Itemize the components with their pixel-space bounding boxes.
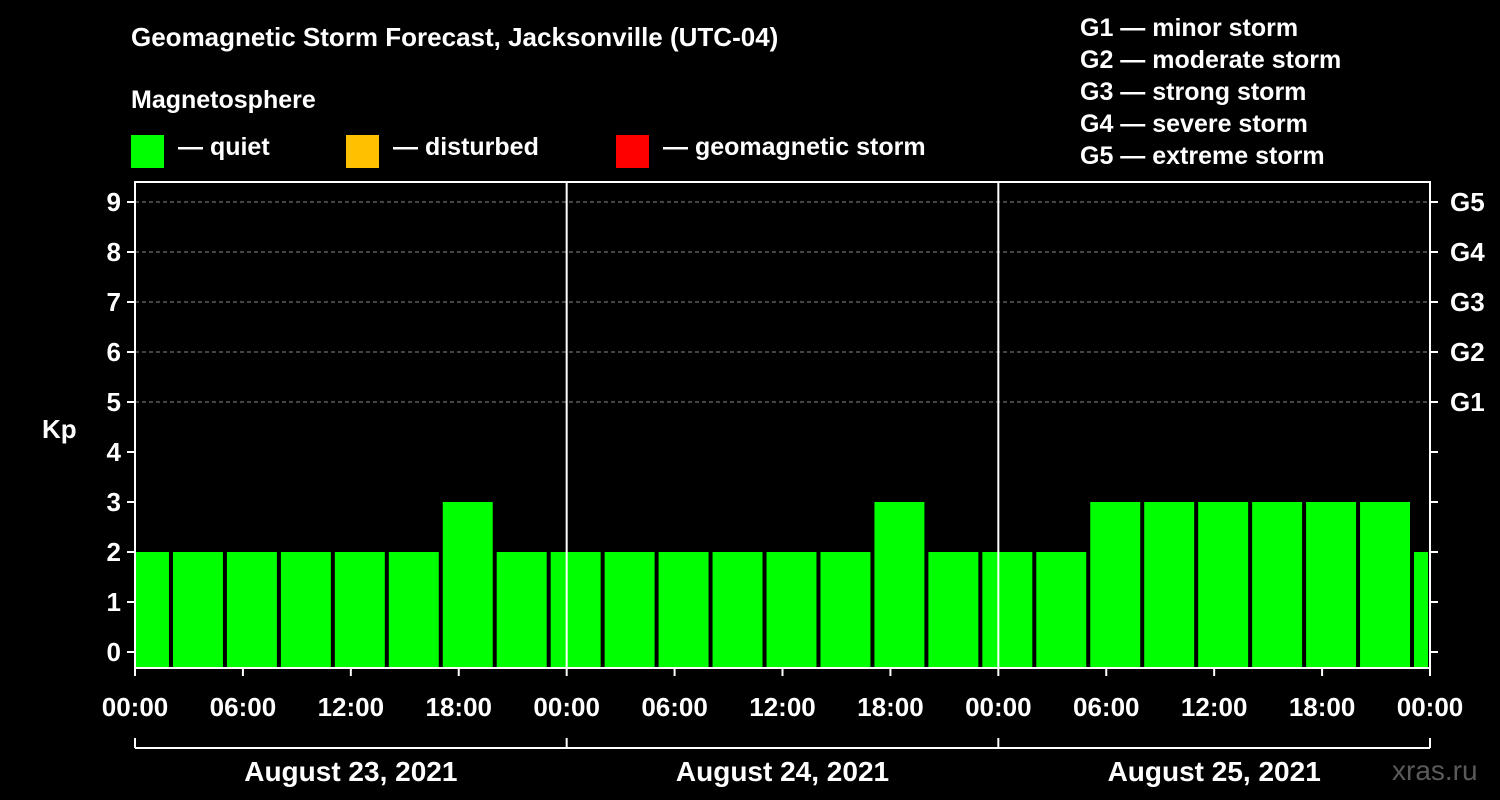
x-tick-label: 12:00 — [318, 692, 385, 722]
storm-level-g1: G1 — minor storm — [1080, 14, 1299, 42]
storm-level-g4: G4 — severe storm — [1080, 110, 1308, 138]
chart-title: Geomagnetic Storm Forecast, Jacksonville… — [131, 22, 779, 52]
legend-label-quiet: — quiet — [178, 133, 270, 161]
legend-swatch-disturbed — [346, 135, 379, 168]
kp-bar-3 — [280, 552, 331, 668]
kp-bar-2 — [226, 552, 277, 668]
watermark: xras.ru — [1392, 755, 1478, 786]
y-tick-label: 8 — [107, 237, 121, 267]
y-tick-label: 3 — [107, 487, 121, 517]
kp-bar-17 — [1036, 552, 1087, 668]
x-tick-label: 06:00 — [1073, 692, 1140, 722]
kp-bar-24 — [1414, 552, 1428, 668]
kp-bar-9 — [604, 552, 655, 668]
x-tick-label: 06:00 — [210, 692, 277, 722]
date-label: August 25, 2021 — [1108, 756, 1321, 787]
kp-bar-22 — [1306, 502, 1357, 668]
y-tick-label: 1 — [107, 587, 121, 617]
x-tick-label: 00:00 — [1397, 692, 1464, 722]
legend-swatch-storm — [616, 135, 649, 168]
kp-bar-23 — [1360, 502, 1411, 668]
magnetosphere-label: Magnetosphere — [131, 86, 316, 114]
y-tick-label: 4 — [107, 437, 122, 467]
kp-bar-1 — [172, 552, 223, 668]
x-tick-label: 18:00 — [857, 692, 924, 722]
kp-bar-16 — [982, 552, 1033, 668]
storm-level-g5: G5 — extreme storm — [1080, 142, 1325, 170]
y-axis-label: Kp — [42, 414, 77, 444]
legend-label-storm: — geomagnetic storm — [663, 133, 926, 161]
legend-label-disturbed: — disturbed — [393, 133, 539, 161]
storm-level-axis-label: G2 — [1450, 337, 1485, 367]
storm-level-axis-label: G3 — [1450, 287, 1485, 317]
y-tick-label: 5 — [107, 387, 121, 417]
storm-level-axis-label: G1 — [1450, 387, 1485, 417]
kp-bar-12 — [766, 552, 817, 668]
kp-bar-6 — [442, 502, 493, 668]
x-tick-label: 12:00 — [1181, 692, 1248, 722]
storm-level-g2: G2 — moderate storm — [1080, 46, 1342, 74]
x-tick-label: 00:00 — [102, 692, 169, 722]
kp-bar-0 — [135, 552, 169, 668]
kp-bar-15 — [928, 552, 979, 668]
kp-bar-19 — [1144, 502, 1195, 668]
date-label: August 24, 2021 — [676, 756, 889, 787]
x-tick-label: 06:00 — [641, 692, 708, 722]
kp-bar-10 — [658, 552, 709, 668]
kp-bar-20 — [1198, 502, 1249, 668]
storm-level-axis-label: G4 — [1450, 237, 1485, 267]
date-label: August 23, 2021 — [244, 756, 457, 787]
kp-bar-5 — [388, 552, 439, 668]
kp-bar-18 — [1090, 502, 1141, 668]
kp-bar-7 — [496, 552, 547, 668]
x-tick-label: 18:00 — [1289, 692, 1356, 722]
y-tick-label: 0 — [107, 637, 121, 667]
kp-bar-13 — [820, 552, 871, 668]
kp-bar-4 — [334, 552, 385, 668]
kp-bar-21 — [1252, 502, 1303, 668]
x-tick-label: 12:00 — [749, 692, 816, 722]
x-tick-label: 00:00 — [533, 692, 600, 722]
y-tick-label: 9 — [107, 187, 121, 217]
kp-bar-14 — [874, 502, 925, 668]
y-tick-label: 7 — [107, 287, 121, 317]
y-tick-label: 2 — [107, 537, 121, 567]
x-tick-label: 18:00 — [426, 692, 493, 722]
x-tick-label: 00:00 — [965, 692, 1032, 722]
storm-level-g3: G3 — strong storm — [1080, 78, 1307, 106]
storm-level-axis-label: G5 — [1450, 187, 1485, 217]
kp-bar-8 — [550, 552, 601, 668]
legend-swatch-quiet — [131, 135, 164, 168]
y-tick-label: 6 — [107, 337, 121, 367]
kp-bar-11 — [712, 552, 763, 668]
